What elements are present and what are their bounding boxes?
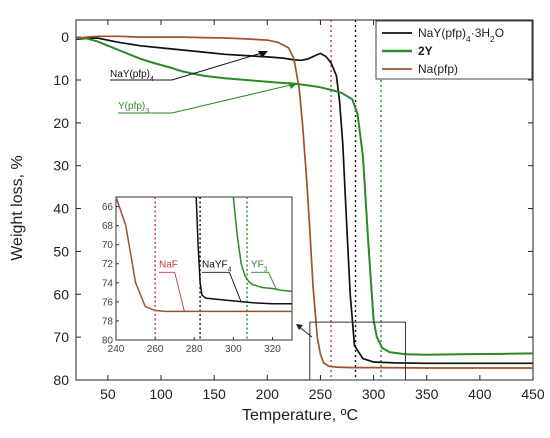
inset-x-tick-label: 260 xyxy=(147,344,164,355)
zoom-arrowhead xyxy=(296,324,303,330)
inset-x-tick-label: 320 xyxy=(264,344,281,355)
y-tick-label: 70 xyxy=(53,329,69,345)
main-plot: 50 100 150 200 250 300 350 400 450 0 10 20 30 40 50 60 7… xyxy=(53,19,545,402)
x-tick-label: 250 xyxy=(309,386,333,402)
legend-label-2: Na(pfp) xyxy=(418,62,458,76)
plot-frame xyxy=(75,19,534,381)
y-tick-label: 40 xyxy=(53,201,69,217)
legend-label-0: NaY(pfp)4·3H2O xyxy=(418,26,504,44)
arrowhead-y xyxy=(288,82,298,89)
inset-x-tick-label: 240 xyxy=(108,344,125,355)
inset-series-line-1 xyxy=(195,197,292,305)
annotation-arrow-y xyxy=(118,83,296,114)
x-axis-title: Temperature, ºC xyxy=(242,407,358,424)
series-line-0 xyxy=(75,37,533,365)
y-tick-label: 0 xyxy=(61,29,69,45)
inset-y-tick-label: 70 xyxy=(102,240,114,251)
inset-y-tick-label: 80 xyxy=(102,336,114,347)
inset-x-tick-label: 300 xyxy=(225,344,242,355)
x-tick-label: 150 xyxy=(202,386,226,402)
inset-label-leader-0 xyxy=(159,271,185,312)
y-tick-label: 30 xyxy=(53,158,69,174)
inset-y-tick-label: 68 xyxy=(102,221,114,232)
inset-label-leader-1 xyxy=(202,271,242,303)
series-line-1 xyxy=(75,36,534,356)
annotation-arrow-nay xyxy=(110,51,266,81)
zoom-region xyxy=(309,321,406,381)
inset-label-leader-2 xyxy=(250,271,277,290)
x-tick-label: 350 xyxy=(415,386,439,402)
x-tick-label: 400 xyxy=(468,386,492,402)
y-axis-title: Weight loss, % xyxy=(9,155,26,261)
inset-frame xyxy=(115,196,293,341)
annotation-y-pfp3: Y(pfp)3 xyxy=(118,101,149,115)
y-tick-label: 80 xyxy=(53,372,69,388)
inset-x-tick-label: 280 xyxy=(186,344,203,355)
y-tick-label: 60 xyxy=(53,286,69,302)
x-tick-label: 300 xyxy=(362,386,386,402)
inset-plot: 240 260 280 300 320 66 68 70 72 74 76 78 80 NaF NaYF4 Y… xyxy=(102,196,293,355)
arrowhead-nay xyxy=(258,51,268,58)
inset-series-line-0 xyxy=(116,197,292,313)
inset-label-1: NaYF4 xyxy=(202,260,232,274)
inset-series-line-2 xyxy=(232,197,292,293)
x-tick-label: 50 xyxy=(100,386,116,402)
inset-y-tick-label: 74 xyxy=(102,278,114,289)
inset-y-tick-label: 72 xyxy=(102,259,114,270)
x-tick-label: 200 xyxy=(256,386,280,402)
inset-y-tick-label: 78 xyxy=(102,316,114,327)
x-tick-label: 100 xyxy=(149,386,173,402)
y-tick-label: 20 xyxy=(53,115,69,131)
inset-y-tick-label: 76 xyxy=(102,297,114,308)
y-tick-label: 10 xyxy=(53,72,69,88)
x-tick-label: 450 xyxy=(521,386,545,402)
inset-label-0: NaF xyxy=(159,260,178,271)
inset-y-tick-label: 66 xyxy=(102,202,114,213)
inset-label-2: YF3 xyxy=(251,260,268,274)
legend-label-1: 2Y xyxy=(418,44,433,58)
series-line-2 xyxy=(75,35,533,369)
y-tick-label: 50 xyxy=(53,243,69,259)
annotation-nay-pfp4: NaY(pfp)4 xyxy=(110,69,154,83)
